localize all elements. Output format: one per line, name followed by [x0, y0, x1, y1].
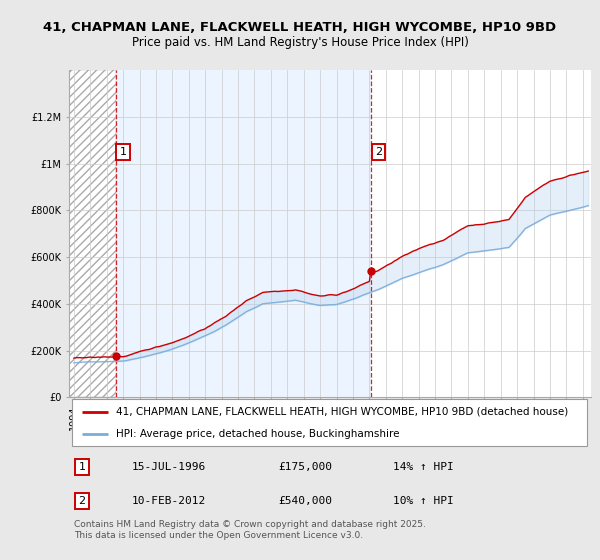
- Bar: [69, 70, 116, 398]
- Text: Contains HM Land Registry data © Crown copyright and database right 2025.
This d: Contains HM Land Registry data © Crown c…: [74, 520, 426, 540]
- Text: 41, CHAPMAN LANE, FLACKWELL HEATH, HIGH WYCOMBE, HP10 9BD: 41, CHAPMAN LANE, FLACKWELL HEATH, HIGH …: [43, 21, 557, 34]
- Text: HPI: Average price, detached house, Buckinghamshire: HPI: Average price, detached house, Buck…: [116, 428, 400, 438]
- FancyBboxPatch shape: [71, 399, 587, 446]
- Text: 10-FEB-2012: 10-FEB-2012: [131, 496, 206, 506]
- Text: Price paid vs. HM Land Registry's House Price Index (HPI): Price paid vs. HM Land Registry's House …: [131, 36, 469, 49]
- Text: 1: 1: [119, 147, 127, 157]
- Text: 1: 1: [79, 462, 86, 472]
- Text: 15-JUL-1996: 15-JUL-1996: [131, 462, 206, 472]
- Text: 14% ↑ HPI: 14% ↑ HPI: [392, 462, 454, 472]
- Text: £540,000: £540,000: [278, 496, 332, 506]
- Text: 10% ↑ HPI: 10% ↑ HPI: [392, 496, 454, 506]
- Bar: [116, 70, 371, 398]
- Text: 2: 2: [79, 496, 86, 506]
- Text: 41, CHAPMAN LANE, FLACKWELL HEATH, HIGH WYCOMBE, HP10 9BD (detached house): 41, CHAPMAN LANE, FLACKWELL HEATH, HIGH …: [116, 407, 568, 417]
- Text: 2: 2: [374, 147, 382, 157]
- Text: £175,000: £175,000: [278, 462, 332, 472]
